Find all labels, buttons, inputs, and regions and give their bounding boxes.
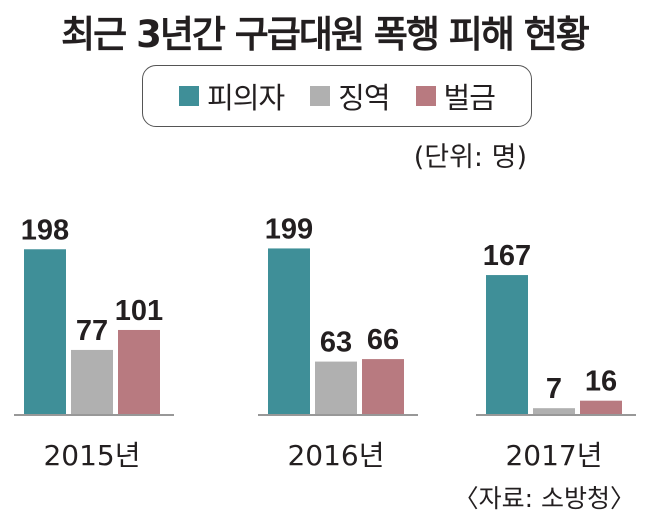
category-label: 2017년 — [505, 439, 602, 472]
bar-prison — [315, 361, 357, 414]
category-label: 2015년 — [43, 439, 140, 472]
bar-suspect — [268, 248, 310, 414]
source-label: 〈자료: 소방청〉 — [453, 484, 635, 513]
data-label-fine: 101 — [115, 295, 163, 327]
legend-item-suspect: 피의자 — [179, 75, 285, 117]
data-label-fine: 66 — [367, 324, 399, 356]
data-label-suspect: 199 — [265, 213, 313, 245]
bar-prison — [533, 408, 575, 414]
data-label-suspect: 167 — [483, 240, 531, 272]
data-label-prison: 77 — [76, 315, 108, 347]
bar-fine — [118, 329, 160, 414]
legend-label-suspect: 피의자 — [207, 81, 285, 115]
bar-suspect — [24, 249, 66, 414]
legend-label-fine: 벌금 — [443, 81, 496, 115]
chart-title: 최근 3년간 구급대원 폭행 피해 현황 — [61, 13, 590, 56]
bar-fine — [362, 359, 404, 414]
legend-label-prison: 징역 — [338, 81, 390, 115]
legend-item-fine: 벌금 — [415, 75, 496, 117]
data-label-fine: 16 — [585, 366, 617, 398]
bar-suspect — [486, 275, 528, 414]
bar-fine — [580, 400, 622, 414]
data-label-prison: 7 — [546, 373, 562, 405]
legend-swatch-suspect — [179, 86, 200, 106]
legend-swatch-prison — [310, 86, 331, 106]
bar-prison — [71, 349, 113, 414]
unit-label: (단위: 명) — [413, 142, 527, 173]
legend: 피의자 징역 벌금 — [142, 65, 532, 127]
category-label: 2016년 — [287, 439, 384, 472]
data-label-prison: 63 — [320, 327, 352, 359]
data-label-suspect: 198 — [21, 214, 69, 246]
legend-swatch-fine — [415, 86, 436, 106]
legend-item-prison: 징역 — [310, 75, 391, 117]
